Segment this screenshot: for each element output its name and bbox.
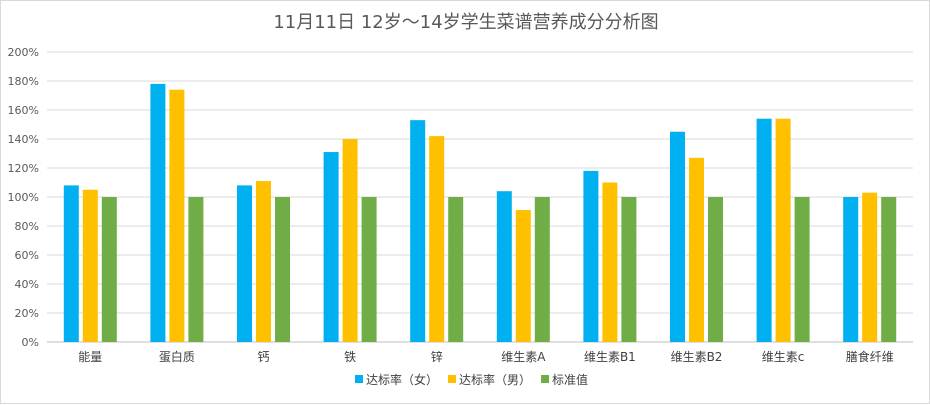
bar — [101, 197, 117, 342]
y-tick-label: 100% — [8, 191, 39, 204]
legend-swatch — [448, 375, 457, 383]
bar — [775, 118, 791, 342]
x-category-label: 能量 — [78, 350, 102, 364]
x-category-label: 锌 — [431, 350, 443, 364]
bar — [323, 152, 339, 342]
bar — [429, 136, 445, 342]
bar — [602, 182, 618, 342]
x-category-label: 维生素A — [501, 350, 546, 364]
bar — [843, 197, 859, 342]
y-tick-label: 120% — [8, 162, 39, 175]
bar — [862, 192, 878, 342]
bar — [188, 197, 204, 342]
bar — [689, 157, 704, 342]
x-category-label: 铁 — [344, 350, 356, 364]
bar — [515, 210, 531, 342]
bar — [756, 118, 772, 342]
y-tick-label: 200% — [8, 46, 39, 59]
legend-label: 达标率（女） — [366, 372, 438, 387]
x-category-label: 维生素c — [762, 350, 805, 364]
bar — [583, 170, 599, 342]
legend-label: 标准值 — [552, 372, 588, 387]
legend: 达标率（女） 达标率（男） 标准值 — [355, 372, 588, 387]
y-tick-label: 80% — [15, 220, 39, 233]
y-tick-label: 60% — [15, 249, 39, 262]
bar — [342, 139, 358, 342]
chart-title: 11月11日 12岁～14岁学生菜谱营养成分分析图 — [273, 12, 658, 33]
y-tick-label: 40% — [15, 278, 39, 291]
y-tick-label: 180% — [8, 75, 39, 88]
bar — [410, 120, 426, 343]
x-category-label: 维生素B2 — [671, 350, 723, 364]
legend-swatch — [541, 375, 550, 383]
bar — [275, 197, 290, 342]
bar — [82, 189, 98, 342]
bar — [150, 83, 166, 343]
legend-swatch — [355, 375, 363, 383]
bar — [534, 197, 550, 342]
bar — [63, 185, 79, 342]
bar — [237, 185, 252, 342]
y-tick-label: 160% — [8, 104, 39, 117]
x-category-label: 膳食纤维 — [846, 349, 894, 364]
bar — [794, 197, 810, 342]
bar — [670, 131, 685, 342]
y-axis-ticks: 0% 20% 40% 60% 80% 100% 120% 140% 160% 180% 200% — [8, 46, 39, 349]
bar — [169, 89, 185, 342]
bar — [496, 191, 512, 342]
bar — [448, 197, 464, 342]
y-tick-label: 0% — [22, 336, 39, 349]
y-tick-label: 20% — [15, 307, 39, 320]
x-category-label: 钙 — [257, 350, 269, 364]
x-category-label: 维生素B1 — [584, 350, 636, 364]
bar — [621, 197, 637, 342]
y-tick-label: 140% — [8, 133, 39, 146]
bar — [708, 197, 723, 342]
bar — [256, 181, 271, 342]
x-axis-categories: 能量 蛋白质 钙 铁 锌 维生素A 维生素B1 维生素B2 维生素c 膳食纤维 — [78, 349, 893, 364]
x-category-label: 蛋白质 — [159, 349, 195, 364]
bars — [63, 83, 897, 343]
bar — [881, 197, 897, 342]
bar — [361, 197, 377, 342]
legend-label: 达标率（男） — [459, 372, 531, 387]
